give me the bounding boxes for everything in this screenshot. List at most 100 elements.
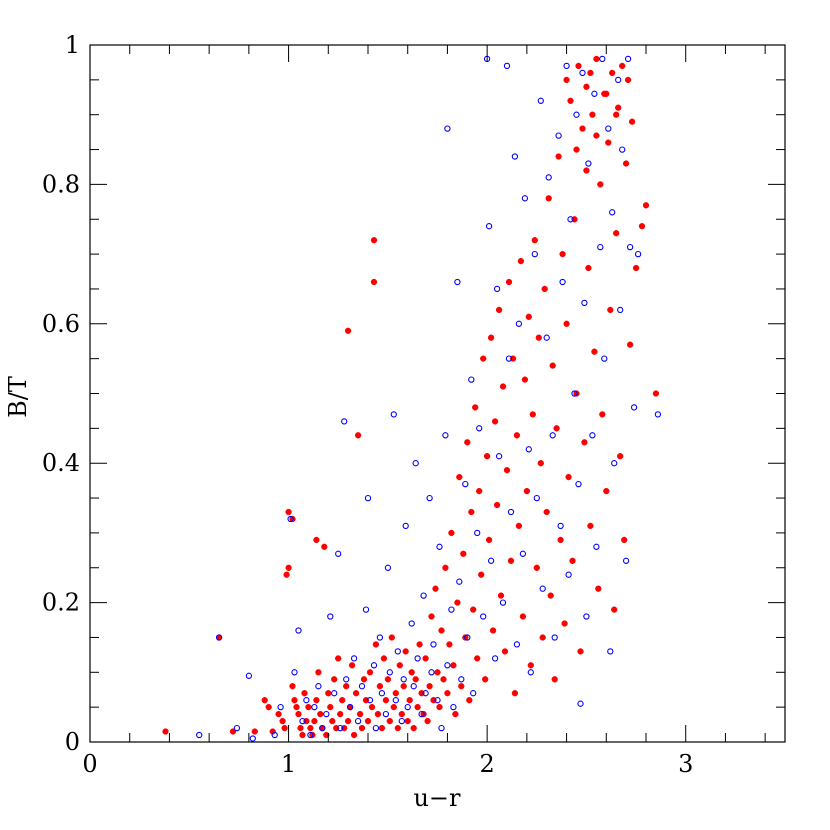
data-point-filled — [348, 662, 356, 669]
data-point-filled — [384, 676, 392, 683]
data-point-filled — [428, 613, 435, 620]
data-point-filled — [537, 460, 544, 467]
data-point-filled — [557, 536, 564, 544]
data-point-open — [573, 111, 580, 118]
data-point-filled — [617, 453, 624, 460]
data-point-filled — [638, 223, 646, 230]
data-point-filled — [539, 634, 546, 641]
data-point-filled — [472, 404, 479, 411]
data-point-open — [442, 432, 449, 439]
data-point-filled — [261, 697, 268, 704]
data-point-filled — [583, 167, 590, 174]
data-point-filled — [426, 683, 433, 690]
data-point-open — [462, 480, 469, 488]
data-point-filled — [388, 634, 395, 641]
data-point-open — [408, 620, 415, 627]
data-point-open — [428, 669, 435, 676]
data-point-filled — [344, 717, 352, 725]
data-point-filled — [305, 703, 312, 711]
data-point-filled — [335, 655, 342, 662]
data-point-filled — [366, 669, 374, 676]
data-point-filled — [301, 690, 308, 697]
data-point-open — [615, 76, 622, 84]
data-point-filled — [368, 703, 376, 711]
data-point-filled — [480, 355, 487, 362]
data-point-open — [493, 285, 501, 293]
data-point-open — [398, 717, 405, 725]
data-point-filled — [279, 717, 286, 725]
data-point-open — [295, 627, 302, 634]
data-point-filled — [295, 710, 302, 718]
data-point-open — [303, 697, 310, 704]
data-point-filled — [442, 564, 449, 571]
data-point-open — [543, 334, 550, 341]
data-point-open — [448, 606, 455, 613]
data-point-open — [577, 700, 584, 707]
data-point-filled — [491, 418, 499, 425]
data-point-open — [233, 724, 241, 732]
data-point-open — [630, 404, 638, 411]
y-tick-label: 0.2 — [42, 589, 80, 617]
data-point-open — [559, 278, 566, 286]
y-axis-title: B/T — [4, 376, 32, 418]
data-point-filled — [386, 717, 393, 725]
data-point-filled — [434, 669, 441, 676]
data-point-open — [350, 655, 358, 662]
data-point-open — [571, 390, 578, 397]
data-point-open — [271, 731, 278, 739]
data-point-filled — [563, 320, 570, 327]
data-point-filled — [392, 690, 399, 697]
data-point-filled — [619, 62, 626, 70]
data-point-filled — [589, 111, 596, 118]
data-point-filled — [408, 669, 415, 676]
data-point-filled — [603, 90, 610, 97]
data-point-open — [450, 703, 457, 711]
data-point-filled — [561, 620, 568, 627]
y-tick-label: 1 — [65, 31, 80, 59]
y-tick-label: 0.8 — [42, 170, 80, 198]
data-point-filled — [400, 683, 407, 690]
data-point-filled — [390, 703, 397, 711]
data-point-open — [585, 160, 592, 167]
data-point-filled — [309, 731, 316, 739]
data-point-filled — [577, 648, 584, 655]
data-point-filled — [487, 334, 495, 341]
data-point-filled — [624, 76, 632, 84]
data-point-open — [410, 683, 417, 690]
data-point-open — [531, 250, 538, 258]
data-point-filled — [313, 536, 320, 544]
data-point-open — [622, 557, 630, 564]
data-point-open — [619, 146, 626, 153]
data-point-filled — [317, 710, 324, 718]
data-point-filled — [378, 724, 386, 732]
data-point-filled — [414, 703, 421, 711]
data-point-filled — [436, 703, 443, 711]
x-tick-label: 1 — [281, 750, 296, 778]
data-point-open — [476, 425, 483, 432]
data-point-filled — [315, 669, 322, 676]
data-point-open — [617, 306, 624, 314]
data-point-open — [394, 648, 401, 655]
data-point-filled — [599, 411, 606, 418]
data-point-filled — [615, 104, 622, 111]
data-point-open — [480, 613, 487, 620]
data-point-filled — [585, 264, 592, 272]
points-layer — [162, 55, 662, 742]
data-point-filled — [285, 508, 292, 516]
data-point-filled — [501, 648, 509, 655]
data-point-open — [485, 223, 493, 230]
data-point-filled — [476, 487, 483, 495]
data-point-open — [503, 62, 511, 70]
data-point-open — [597, 243, 604, 251]
data-point-filled — [541, 285, 548, 293]
series-1 — [196, 55, 662, 742]
data-point-filled — [597, 181, 604, 188]
y-tick-label: 0.4 — [42, 449, 80, 477]
data-point-open — [525, 446, 532, 453]
data-point-filled — [281, 724, 288, 732]
data-point-filled — [370, 237, 378, 244]
data-point-filled — [380, 655, 388, 662]
data-point-filled — [609, 69, 616, 77]
data-point-filled — [543, 508, 550, 516]
data-point-open — [376, 634, 384, 641]
